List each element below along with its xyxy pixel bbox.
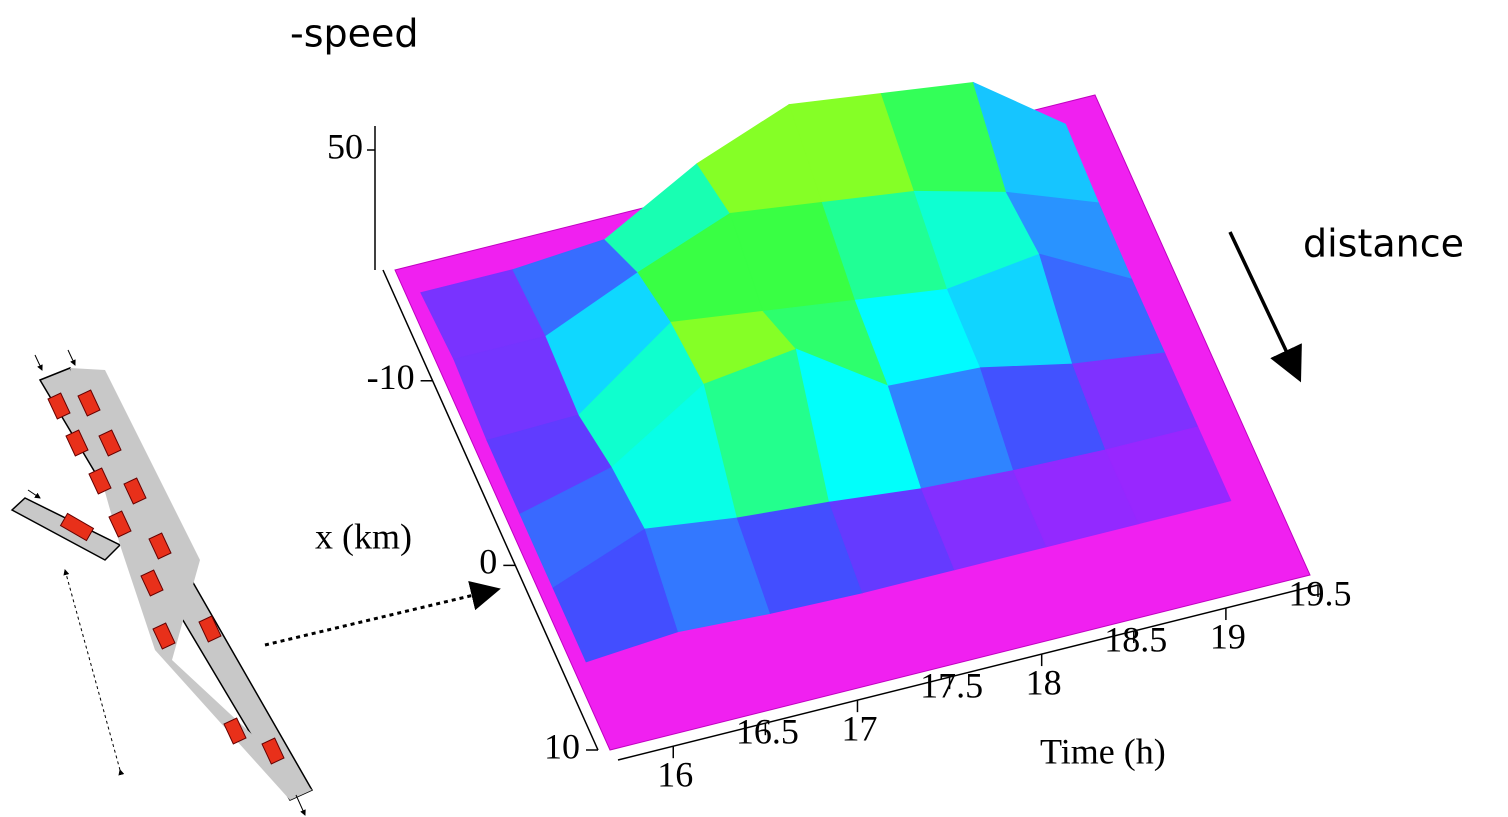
z-tick-label: 50 — [327, 126, 363, 166]
y-axis-label: x (km) — [315, 516, 412, 556]
pointer-arrow — [264, 580, 501, 647]
distance-arrow — [1228, 231, 1302, 383]
x-tick-label: 18.5 — [1104, 619, 1167, 659]
x-axis-label: Time (h) — [1040, 731, 1166, 771]
z-axis-label: -speed — [290, 12, 419, 56]
x-tick-label: 18 — [1026, 662, 1062, 702]
y-tick-label: 10 — [544, 726, 580, 766]
surface-cell — [1105, 426, 1232, 525]
y-axis — [382, 269, 599, 751]
x-tick-label: 17.5 — [920, 665, 983, 705]
annotation: distance — [1303, 222, 1464, 266]
y-tick-label: -10 — [367, 357, 415, 397]
x-tick-label: 16.5 — [736, 711, 799, 751]
x-tick-label: 19 — [1210, 616, 1246, 656]
x-axis — [617, 584, 1319, 761]
surface-plot: 50 -10 0 10 16 16.5 17 17.5 18 18.5 19 19.5 — [327, 81, 1352, 794]
x-tick-label: 16 — [657, 754, 693, 794]
y-tick-label: 0 — [479, 542, 497, 582]
road-diagram — [10, 349, 314, 816]
x-tick-label: 19.5 — [1289, 573, 1352, 613]
x-tick-label: 17 — [841, 708, 877, 748]
